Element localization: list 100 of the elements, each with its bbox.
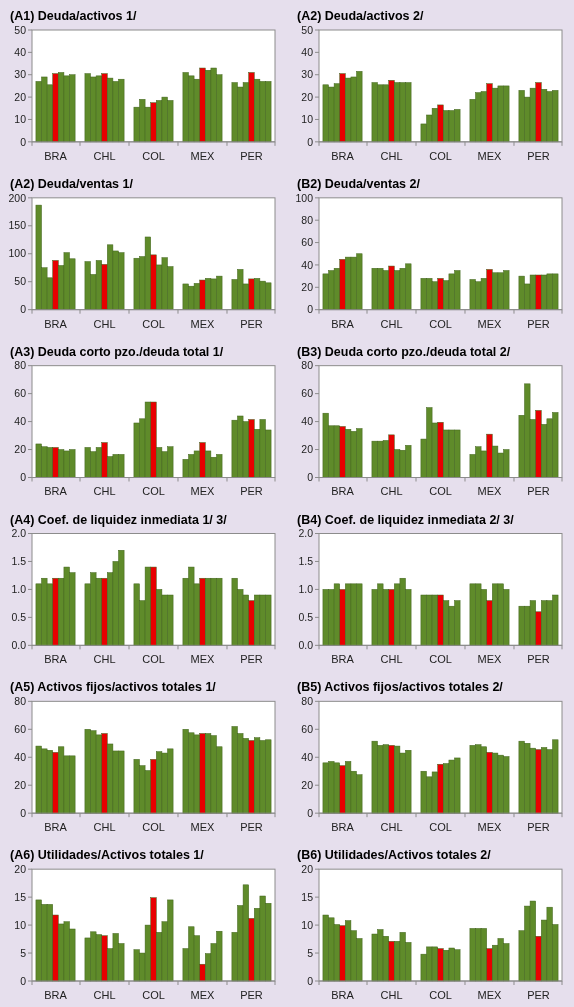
y-tick-label: 5 [307,946,314,959]
x-tick-label: BRA [44,989,68,1001]
y-tick-label: 50 [14,275,27,288]
y-tick-label: 40 [14,415,27,428]
chart-title: (A6) Utilidades/Activos totales 1/ [10,848,205,863]
x-tick-label: MEX [477,485,503,498]
y-tick-label: 0 [307,303,314,316]
y-tick-label: 60 [301,722,314,735]
y-tick-label: 0 [20,974,27,987]
x-tick-label: MEX [190,989,216,1001]
y-tick-label: 20 [301,778,314,791]
x-tick-label: COL [429,317,452,330]
y-tick-label: 20 [14,90,27,103]
y-tick-label: 40 [301,750,314,763]
y-tick-label: 200 [8,191,27,204]
chart-title: (B4) Coef. de liquidez inmediata 2/ 3/ [297,512,515,527]
x-tick-label: COL [429,821,452,834]
y-tick-label: 40 [14,750,27,763]
chart-title: (A4) Coef. de liquidez inmediata 1/ 3/ [10,512,228,527]
bar [182,283,189,310]
y-tick-label: 20 [301,90,314,103]
x-tick-label: BRA [331,821,355,834]
x-tick-label: BRA [44,485,68,498]
y-tick-label: 0 [307,974,314,987]
y-tick-label: 2.0 [11,527,27,540]
chart-title: (B5) Activos fijos/activos totales 2/ [297,680,504,695]
y-tick-label: 150 [8,219,27,232]
y-tick-label: 80 [301,359,314,372]
y-tick-label: 0 [307,806,314,819]
bar [322,273,329,310]
x-tick-label: PER [240,821,263,834]
chart-title: (A2) Deuda/activos 2/ [297,9,424,23]
bar [518,90,525,143]
y-tick-label: 30 [14,68,27,81]
x-tick-label: COL [142,149,165,162]
y-tick-label: 0.0 [298,639,314,652]
bar [133,583,140,646]
y-tick-label: 40 [301,46,314,59]
x-tick-label: COL [142,485,165,498]
chart-title: (B6) Utilidades/Activos totales 2/ [297,848,492,863]
x-tick-label: PER [527,317,550,330]
bar [420,594,427,646]
y-tick-label: 20 [301,862,314,875]
x-tick-label: MEX [190,821,216,834]
x-tick-label: PER [527,821,550,834]
bar [518,275,525,310]
y-tick-label: 0 [307,135,314,148]
x-tick-label: PER [240,485,263,498]
y-tick-label: 60 [14,387,27,400]
x-tick-label: CHL [93,485,116,498]
x-tick-label: COL [142,821,165,834]
chart-title: (B3) Deuda corto pzo./deuda total 2/ [297,344,511,359]
y-tick-label: 20 [14,862,27,875]
x-tick-label: CHL [380,485,403,498]
x-tick-label: MEX [190,485,216,498]
bar [371,440,378,478]
x-tick-label: CHL [380,989,403,1001]
y-tick-label: 10 [14,113,27,126]
x-tick-label: MEX [190,653,216,666]
y-tick-label: 1.0 [11,583,27,596]
y-tick-label: 40 [14,46,27,59]
y-tick-label: 60 [301,236,314,249]
x-tick-label: COL [142,989,165,1001]
x-tick-label: MEX [477,821,503,834]
y-tick-label: 60 [301,387,314,400]
x-tick-label: BRA [331,989,355,1001]
y-tick-label: 80 [14,695,27,708]
y-tick-label: 0 [20,471,27,484]
y-tick-label: 0 [20,303,27,316]
bar [469,928,476,982]
x-tick-label: BRA [331,149,355,162]
x-tick-label: BRA [331,653,355,666]
bar [322,412,329,478]
bar [322,589,329,646]
x-tick-label: MEX [477,317,503,330]
y-tick-label: 20 [301,443,314,456]
x-tick-label: MEX [477,989,503,1001]
y-tick-label: 40 [301,258,314,271]
chart-title: (A5) Activos fijos/activos totales 1/ [10,680,217,695]
y-tick-label: 10 [301,113,314,126]
x-tick-label: PER [527,989,550,1001]
x-tick-label: PER [240,653,263,666]
y-tick-label: 50 [14,23,27,36]
x-tick-label: BRA [44,653,68,666]
x-tick-label: MEX [477,149,503,162]
y-tick-label: 1.5 [11,555,27,568]
x-tick-label: PER [240,317,263,330]
x-tick-label: BRA [331,317,355,330]
y-tick-label: 0.5 [11,611,27,624]
y-tick-label: 80 [301,213,314,226]
chart-title: (A1) Deuda/activos 1/ [10,9,137,23]
x-tick-label: CHL [93,821,116,834]
y-tick-label: 10 [14,918,27,931]
x-tick-label: CHL [93,149,116,162]
y-tick-label: 0 [20,806,27,819]
x-tick-label: COL [429,485,452,498]
y-tick-label: 15 [14,890,27,903]
x-tick-label: COL [142,317,165,330]
bar [84,73,91,143]
x-tick-label: PER [527,149,550,162]
